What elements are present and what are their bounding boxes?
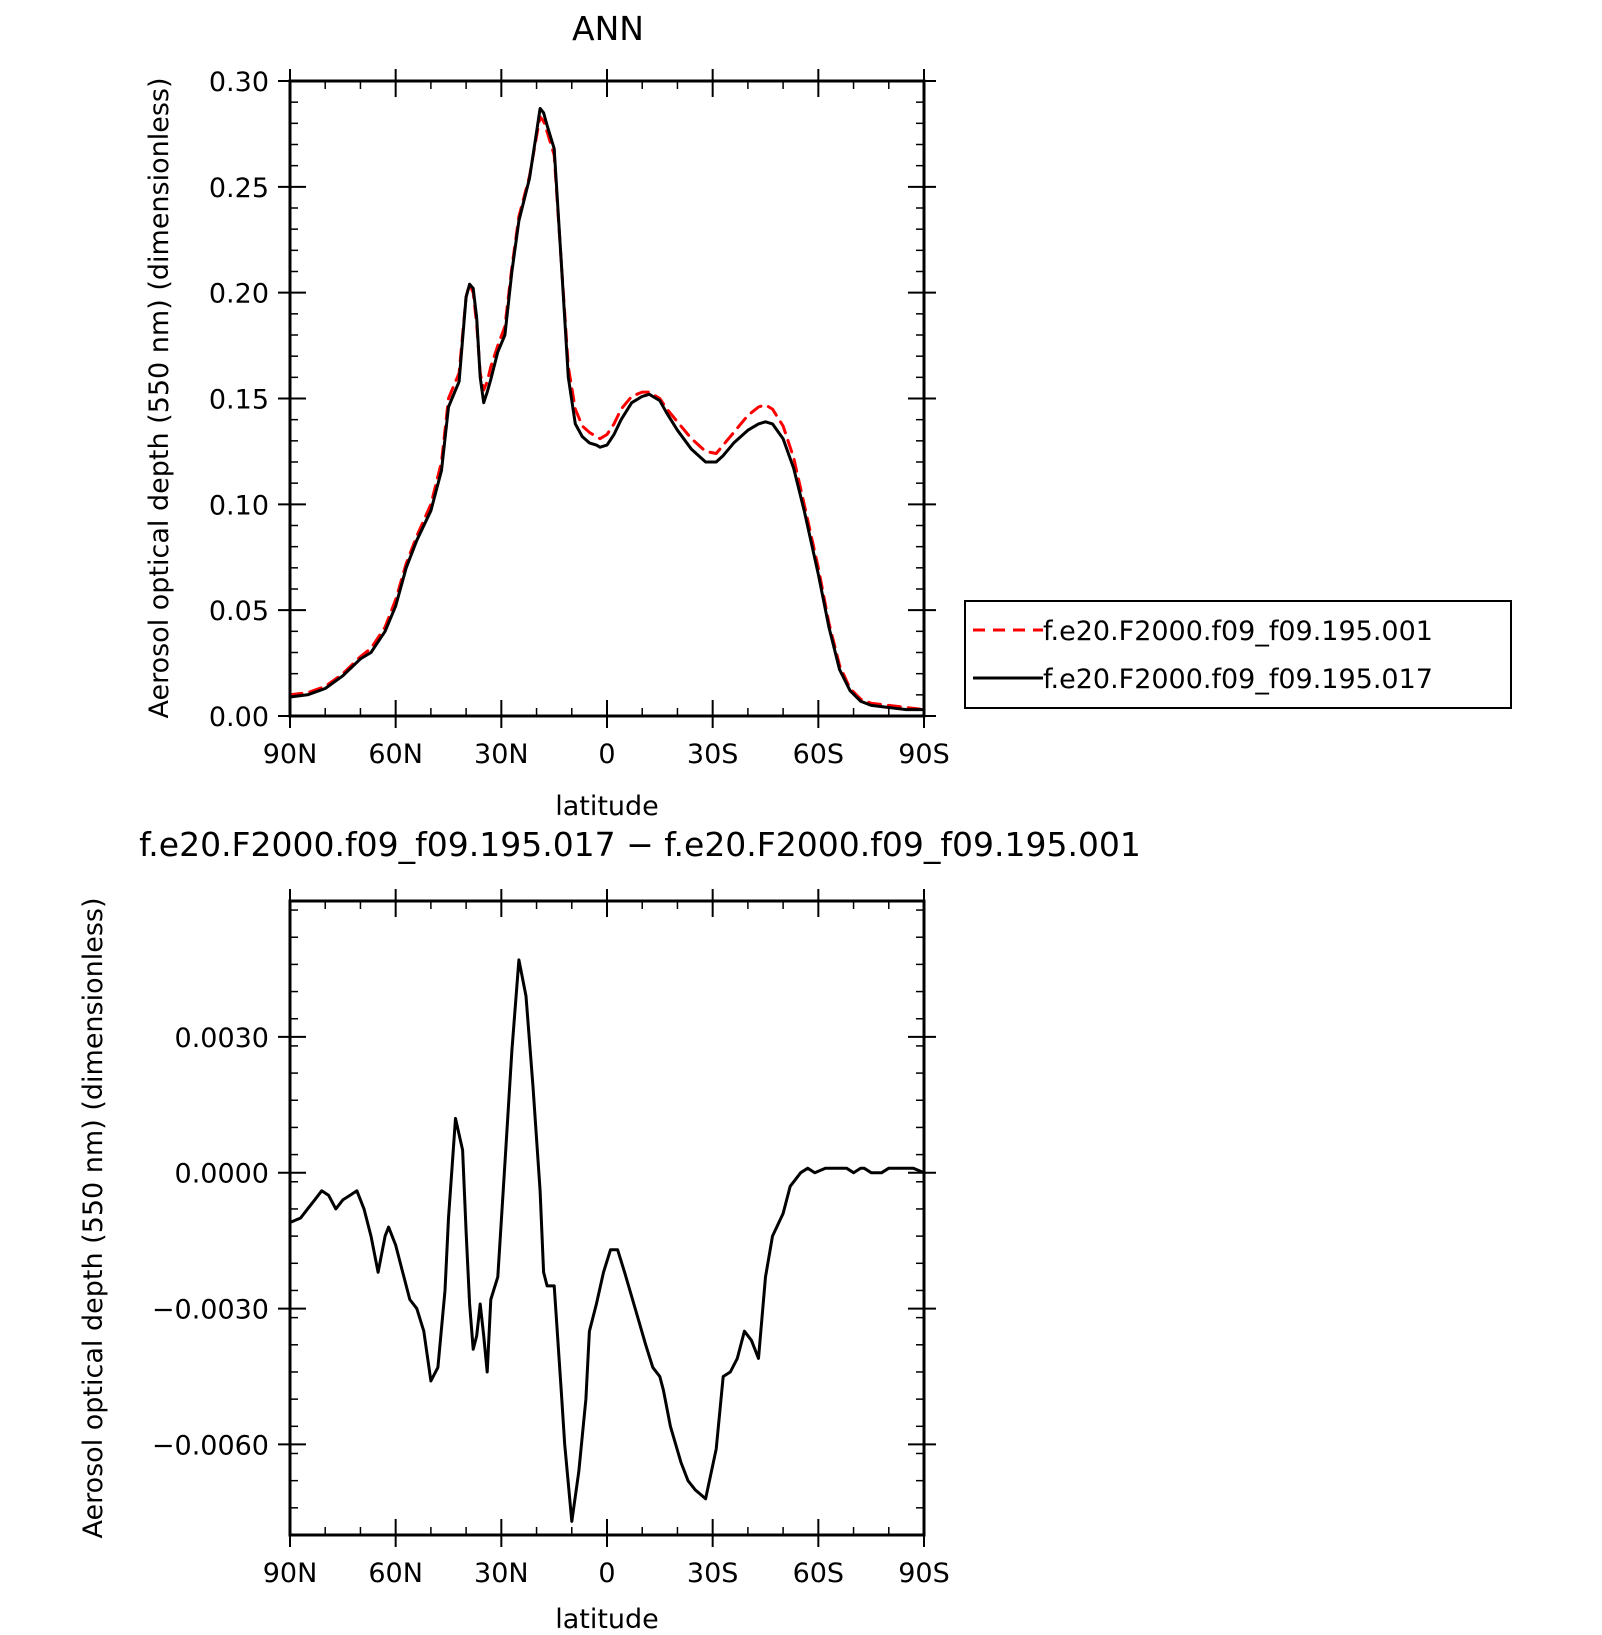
- legend: f.e20.F2000.f09_f09.195.001 f.e20.F2000.…: [964, 600, 1512, 709]
- y-axis-title: Aerosol optical depth (550 nm) (dimensio…: [78, 897, 109, 1538]
- bottom-panel: f.e20.F2000.f09_f09.195.017 − f.e20.F200…: [78, 825, 1141, 1635]
- y-axis-title: Aerosol optical depth (550 nm) (dimensio…: [144, 77, 175, 718]
- y-tick-label: 0.25: [209, 173, 269, 204]
- data-lines: [288, 958, 926, 1523]
- x-tick-label: 0: [598, 739, 615, 770]
- x-tick-label: 60N: [368, 1558, 423, 1589]
- y-tick-labels: −0.0060 −0.0030 0.0000 0.0030: [152, 1023, 269, 1462]
- y-tick-labels: 0.00 0.05 0.10 0.15 0.20 0.25 0.30: [209, 67, 269, 733]
- y-tick-label: 0.10: [209, 490, 269, 521]
- y-tick-label: 0.30: [209, 67, 269, 98]
- legend-box: [964, 600, 1512, 709]
- y-tick-label: −0.0060: [152, 1430, 269, 1461]
- y-tick-label: 0.00: [209, 702, 269, 733]
- x-tick-label: 90S: [898, 1558, 950, 1589]
- x-tick-label: 30N: [474, 739, 529, 770]
- x-tick-label: 30N: [474, 1558, 529, 1589]
- series-line-1: [288, 958, 926, 1523]
- data-lines: [288, 107, 926, 712]
- x-tick-label: 90N: [263, 1558, 318, 1589]
- x-axis-title: latitude: [555, 1604, 659, 1635]
- y-tick-label: 0.0000: [175, 1159, 269, 1190]
- x-tick-label: 90S: [898, 739, 950, 770]
- chart-title: ANN: [572, 9, 644, 48]
- y-tick-label: 0.05: [209, 596, 269, 627]
- tick-marks: [278, 69, 936, 728]
- y-tick-label: −0.0030: [152, 1295, 269, 1326]
- tick-marks: [278, 889, 936, 1547]
- x-tick-labels: 90N 60N 30N 0 30S 60S 90S: [263, 1558, 950, 1589]
- x-tick-label: 60N: [368, 739, 423, 770]
- plot-frame: [288, 79, 926, 718]
- x-axis-title: latitude: [555, 791, 659, 822]
- y-tick-label: 0.0030: [175, 1023, 269, 1054]
- chart-title-difference: f.e20.F2000.f09_f09.195.017 − f.e20.F200…: [139, 825, 1141, 864]
- x-tick-labels: 90N 60N 30N 0 30S 60S 90S: [263, 739, 950, 770]
- plot-frame: [288, 899, 926, 1537]
- y-tick-label: 0.20: [209, 279, 269, 310]
- legend-label-series-2: f.e20.F2000.f09_f09.195.017: [1043, 664, 1433, 695]
- series-line-2: [288, 107, 926, 712]
- x-tick-label: 90N: [263, 739, 318, 770]
- x-tick-label: 60S: [793, 739, 845, 770]
- x-tick-label: 30S: [687, 739, 739, 770]
- x-tick-label: 60S: [793, 1558, 845, 1589]
- top-panel: ANN 0.00 0.05 0.10 0.15 0.20 0.25 0.30 90N 60N 3…: [144, 9, 1512, 822]
- legend-label-series-1: f.e20.F2000.f09_f09.195.001: [1043, 616, 1433, 647]
- x-tick-label: 30S: [687, 1558, 739, 1589]
- y-tick-label: 0.15: [209, 385, 269, 416]
- x-tick-label: 0: [598, 1558, 615, 1589]
